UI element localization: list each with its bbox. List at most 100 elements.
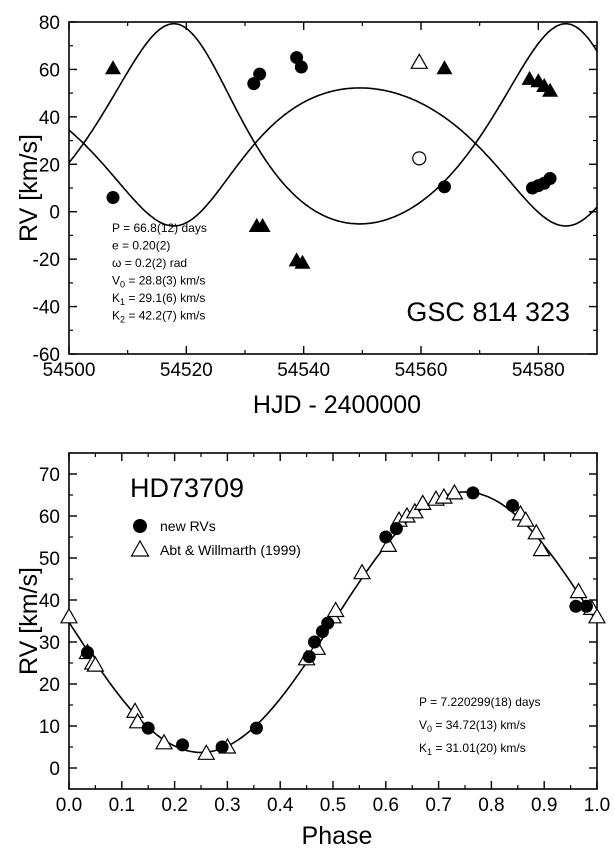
bottom-star-name: HD73709 <box>130 473 244 503</box>
data-point-filled-circle <box>253 67 267 81</box>
top-x-axis-title: HJD - 2400000 <box>253 391 421 419</box>
data-point-open-triangle <box>326 601 345 618</box>
y-tick-label: 0 <box>49 759 60 780</box>
param-text-part: 1 <box>120 297 125 307</box>
data-point-open-triangle <box>379 536 398 553</box>
data-point-filled-circle <box>569 599 583 613</box>
data-point-open-triangle <box>516 510 535 527</box>
y-tick-label: 30 <box>39 633 60 654</box>
param-text-part: 0 <box>120 280 125 290</box>
y-tick-label: 60 <box>39 507 60 528</box>
data-point-open-triangle <box>410 53 429 69</box>
data-point-filled-circle <box>294 60 308 74</box>
x-tick-label: 0.2 <box>161 795 187 816</box>
y-tick-label: 0 <box>49 203 60 224</box>
data-point-filled-circle <box>80 646 94 659</box>
top-panel: 54500 54520 54540 54560 54580-60-40-20020406… <box>15 13 598 419</box>
data-point-filled-circle <box>579 599 593 613</box>
data-point-filled-circle <box>506 499 520 512</box>
data-point-filled-triangle <box>105 60 121 75</box>
bottom-orbit-parameters: P = 7.220299(18) days V0 = 34.72(13) km/s… <box>419 695 541 757</box>
data-point-filled-triangle <box>294 254 311 269</box>
bottom-x-axis-title: Phase <box>302 822 373 850</box>
param-text-part: = 34.72(13) km/s <box>432 718 526 732</box>
data-point-filled-triangle <box>542 82 559 97</box>
orbit-curve-secondary <box>68 87 598 227</box>
y-tick-label: 80 <box>39 13 60 34</box>
data-point-filled-circle <box>302 650 316 664</box>
orbit-curve-primary <box>68 22 598 225</box>
data-point-open-triangle <box>86 655 105 672</box>
param-text-part: K <box>112 291 120 305</box>
x-tick-label: 1.0 <box>584 795 610 816</box>
data-point-filled-circle <box>215 740 229 754</box>
param-text-part: P = 66.8(12) days <box>112 221 207 235</box>
param-text-part: K <box>112 309 120 323</box>
data-point-filled-circle <box>389 522 403 536</box>
x-tick-label: 0.0 <box>56 795 82 816</box>
y-tick-label: 70 <box>39 465 60 486</box>
legend-filled-circle-marker <box>133 519 147 533</box>
data-point-open-triangle <box>445 483 464 500</box>
y-tick-label: -20 <box>33 250 60 271</box>
legend-new-rvs-label: new RVs <box>160 518 216 534</box>
data-point-open-triangle <box>59 607 79 624</box>
top-orbit-curves <box>68 22 598 227</box>
data-point-filled-triangle <box>436 60 453 75</box>
param-text-part: P = 7.220299(18) days <box>419 695 541 709</box>
data-point-filled-triangle <box>254 217 271 232</box>
x-tick-label: 54540 <box>277 360 330 381</box>
data-point-filled-circle <box>437 180 451 194</box>
param-text-part: = 42.2(7) km/s <box>125 309 205 323</box>
param-text-part: = 29.1(6) km/s <box>125 291 205 305</box>
top-y-axis-title: RV [km/s] <box>15 134 43 242</box>
data-point-filled-circle <box>247 77 261 91</box>
legend-open-triangle-marker <box>130 539 150 557</box>
y-tick-label: 20 <box>39 155 60 176</box>
data-point-filled-circle <box>379 530 393 544</box>
param-text-part: 0 <box>427 724 432 734</box>
top-star-name: GSC 814 323 <box>406 297 570 327</box>
data-point-open-triangle <box>405 502 424 519</box>
y-tick-label: 60 <box>39 60 60 81</box>
x-tick-label: 0.3 <box>214 795 240 816</box>
bottom-data-points <box>59 483 607 760</box>
y-tick-label: 40 <box>39 108 60 129</box>
x-tick-label: 0.6 <box>373 795 399 816</box>
data-point-open-circle <box>412 151 427 166</box>
bottom-axis-ticks: 0.0 0.1 0.2 0.3 0.4 0.5 0.6 0.7 0.8 0.9 1.00102030… <box>39 453 610 816</box>
data-point-open-triangle <box>527 523 546 540</box>
x-tick-label: 0.1 <box>109 795 135 816</box>
data-point-filled-circle <box>106 190 120 204</box>
data-point-open-triangle <box>587 607 607 624</box>
top-data-points <box>105 51 559 269</box>
legend-abt-willmarth-label: Abt & Willmarth (1999) <box>160 542 301 558</box>
x-tick-label: 0.4 <box>267 795 294 816</box>
y-tick-label: -40 <box>33 298 60 319</box>
bottom-legend: new RVs Abt & Willmarth (1999) <box>130 518 301 558</box>
y-tick-label: 10 <box>39 717 60 738</box>
x-tick-label: 0.5 <box>320 795 346 816</box>
data-point-open-triangle <box>155 733 174 750</box>
data-point-filled-circle <box>249 721 263 735</box>
data-point-open-triangle <box>532 540 551 557</box>
param-text-part: K <box>419 741 427 755</box>
y-tick-label: 50 <box>39 549 60 570</box>
data-point-open-triangle <box>125 702 145 718</box>
x-tick-label: 54520 <box>160 360 213 381</box>
y-tick-label: -60 <box>33 345 60 366</box>
param-text-part: = 31.01(20) km/s <box>432 741 526 755</box>
data-point-open-triangle <box>128 712 147 729</box>
x-tick-label: 54500 <box>43 360 96 381</box>
data-point-open-triangle <box>353 563 372 580</box>
param-text-part: V <box>112 274 120 288</box>
top-orbit-parameters: P = 66.8(12) days e = 0.20(2) ω = 0.2(2) r… <box>112 221 207 325</box>
x-tick-label: 54580 <box>512 360 565 381</box>
data-point-filled-circle <box>466 486 480 500</box>
x-tick-label: 0.9 <box>531 795 557 816</box>
param-text-part: V <box>419 718 427 732</box>
x-tick-label: 0.7 <box>425 795 451 816</box>
param-text-part: ω = 0.2(2) rad <box>112 256 187 270</box>
data-point-open-triangle <box>569 582 588 599</box>
param-text-part: = 28.8(3) km/s <box>125 274 205 288</box>
